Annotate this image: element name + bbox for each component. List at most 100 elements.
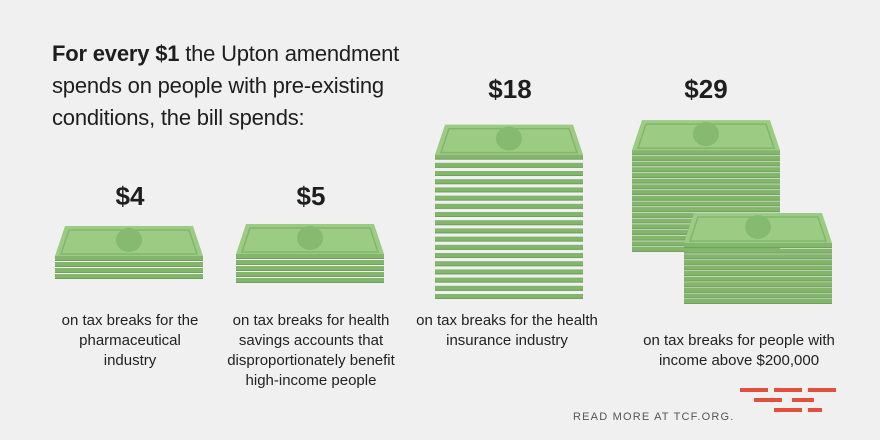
bill-shadow [632, 188, 780, 190]
headline-rest: the Upton amendment spends on people wit… [52, 41, 400, 130]
bill-shadow [632, 159, 780, 161]
bill-seal-icon [745, 215, 771, 239]
bill-edge [435, 269, 583, 275]
bill-shadow [632, 211, 780, 213]
bill-edge [435, 220, 583, 226]
bill-edge [435, 261, 583, 267]
bill-edge [236, 260, 384, 265]
bill-edge [435, 212, 583, 217]
bill-edge [684, 299, 832, 304]
bill-edge [632, 172, 780, 178]
bill-edge [236, 272, 384, 277]
value-label-3: $18 [488, 74, 531, 104]
bill-border [59, 229, 199, 255]
bill-shadow [684, 269, 832, 271]
bill-shadow [632, 199, 780, 201]
bill-border [439, 127, 579, 154]
bill-shadow [435, 207, 583, 209]
headline: For every $1 the Upton amendment spends … [52, 38, 432, 134]
bill-edge [435, 253, 583, 258]
bill-shadow [55, 278, 203, 279]
bill-edge [684, 259, 832, 265]
bill-shadow [684, 280, 832, 282]
stack-hsa [236, 224, 384, 283]
bill-edge [55, 256, 203, 261]
bill-shadow [632, 171, 780, 173]
bill-edge [632, 161, 780, 167]
bill-edge [632, 195, 780, 201]
bill-edge [632, 201, 780, 207]
bill-shadow [435, 224, 583, 226]
bill-shadow [684, 291, 832, 293]
bill-edge [632, 150, 780, 156]
bill-shadow [435, 265, 583, 267]
bill-shadow [435, 166, 583, 168]
bill-edge [236, 254, 384, 259]
bill-shadow [435, 289, 583, 291]
bill-shadow [236, 282, 384, 283]
bill-shadow [435, 232, 583, 234]
bill-edge [632, 190, 780, 195]
bill-shadow [435, 191, 583, 193]
bill-edge [435, 236, 583, 242]
bill-shadow [632, 205, 780, 207]
bill-edge [435, 195, 583, 201]
bill-edge [684, 254, 832, 260]
bill-seal-icon [297, 226, 323, 250]
stack-high-income-front [684, 213, 832, 304]
value-label-2: $5 [297, 181, 326, 211]
bill-shadow [435, 216, 583, 217]
bill-shadow [55, 266, 203, 267]
read-more-link[interactable]: READ MORE AT TCF.ORG. [573, 411, 735, 423]
bill-seal-icon [116, 228, 142, 252]
bill-shadow [632, 182, 780, 184]
bill-shadow [236, 270, 384, 271]
bill-edge [435, 203, 583, 209]
bill-edge [435, 228, 583, 234]
bill-shadow [435, 240, 583, 242]
bill-edge [632, 178, 780, 184]
bill-border [240, 227, 380, 253]
bill-edge [684, 243, 832, 248]
bill-shadow [684, 252, 832, 254]
bill-border [688, 216, 828, 242]
bill-shadow [236, 264, 384, 265]
bill-shadow [236, 276, 384, 277]
bill-edge [55, 274, 203, 279]
bill-shadow [435, 199, 583, 201]
bill-shadow [435, 183, 583, 185]
bill-edge [632, 155, 780, 161]
value-label-1: $4 [116, 181, 145, 211]
bill-shadow [435, 248, 583, 250]
bill-edge [684, 271, 832, 276]
stack-insurance [435, 124, 583, 299]
bill-shadow [632, 165, 780, 167]
bill-edge [435, 187, 583, 193]
bill-shadow [684, 303, 832, 304]
bill-edge [55, 262, 203, 267]
value-label-4: $29 [684, 74, 727, 104]
bill-edge [435, 285, 583, 291]
bill-shadow [684, 258, 832, 260]
bill-edge [435, 277, 583, 283]
description-insurance: on tax breaks for the health insurance i… [416, 312, 598, 349]
bill-shadow [632, 154, 780, 156]
bill-edge [435, 179, 583, 185]
tcf-logo-icon [740, 388, 836, 412]
stack-pharmaceutical [55, 226, 203, 279]
headline-amount: $1 [155, 41, 180, 66]
bill-shadow [435, 175, 583, 176]
bill-shadow [55, 272, 203, 273]
bill-edge [632, 167, 780, 173]
bill-edge [435, 171, 583, 176]
bill-edge [684, 287, 832, 293]
bill-shadow [435, 257, 583, 258]
bill-shadow [435, 273, 583, 275]
bill-shadow [684, 263, 832, 265]
bill-border [636, 123, 776, 149]
bill-edge [435, 294, 583, 299]
bill-edge [632, 184, 780, 190]
bill-shadow [55, 260, 203, 261]
description-high-income: on tax breaks for people with income abo… [643, 332, 835, 369]
